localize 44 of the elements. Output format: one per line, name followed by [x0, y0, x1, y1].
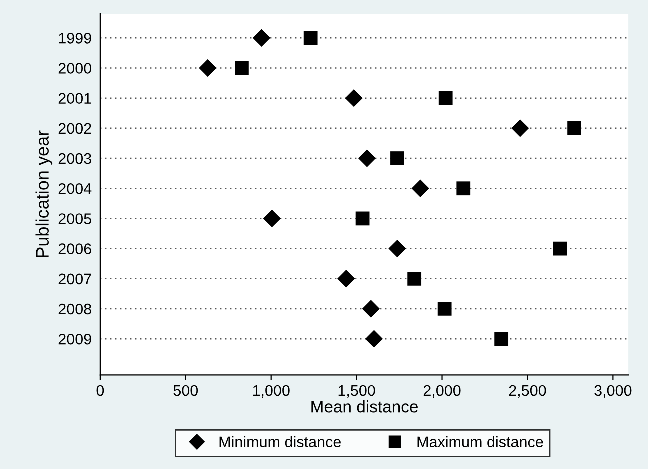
- point: [362, 300, 380, 318]
- point: [263, 210, 282, 228]
- point: [412, 180, 430, 198]
- point: [408, 272, 422, 286]
- x-tick-label: 1,500: [338, 385, 376, 398]
- point: [358, 150, 376, 168]
- point: [438, 302, 452, 316]
- y-tick-label: 2000: [58, 63, 92, 74]
- y-tick-label: 2004: [58, 183, 92, 194]
- x-tick-label: 1,000: [253, 385, 290, 398]
- point: [365, 330, 384, 348]
- y-tick-label: 2001: [58, 93, 92, 104]
- point: [388, 240, 406, 258]
- point: [199, 59, 217, 78]
- x-axis-title: Mean distance: [312, 400, 418, 413]
- point: [438, 91, 453, 106]
- x-tick-label: 3,000: [594, 385, 632, 398]
- point: [494, 332, 509, 346]
- y-tick-label: 2007: [58, 274, 92, 285]
- y-tick-label: 2008: [58, 304, 92, 315]
- point: [338, 270, 356, 288]
- point: [553, 242, 568, 256]
- point: [456, 182, 471, 196]
- x-tick-label: 2,500: [509, 385, 546, 398]
- point: [356, 212, 370, 226]
- legend-label: Maximum distance: [418, 436, 544, 448]
- y-tick-label: 2003: [58, 153, 92, 164]
- y-tick-label: 2006: [58, 244, 92, 254]
- point: [252, 29, 271, 47]
- y-tick-label: 2002: [58, 123, 92, 134]
- legend-label: Minimum distance: [220, 436, 341, 448]
- point: [512, 120, 530, 138]
- y-tick-label: 2009: [58, 334, 92, 345]
- point: [345, 89, 363, 108]
- x-tick-label: 2,000: [424, 385, 461, 398]
- y-axis-title: Publication year: [36, 130, 53, 258]
- y-tick-label: 1999: [59, 33, 92, 44]
- point: [235, 61, 249, 76]
- point: [304, 31, 318, 46]
- y-tick-label: 2005: [58, 214, 92, 224]
- point: [390, 152, 404, 166]
- x-tick-label: 500: [174, 385, 198, 396]
- x-tick-label: 0: [96, 385, 104, 396]
- point: [568, 121, 582, 136]
